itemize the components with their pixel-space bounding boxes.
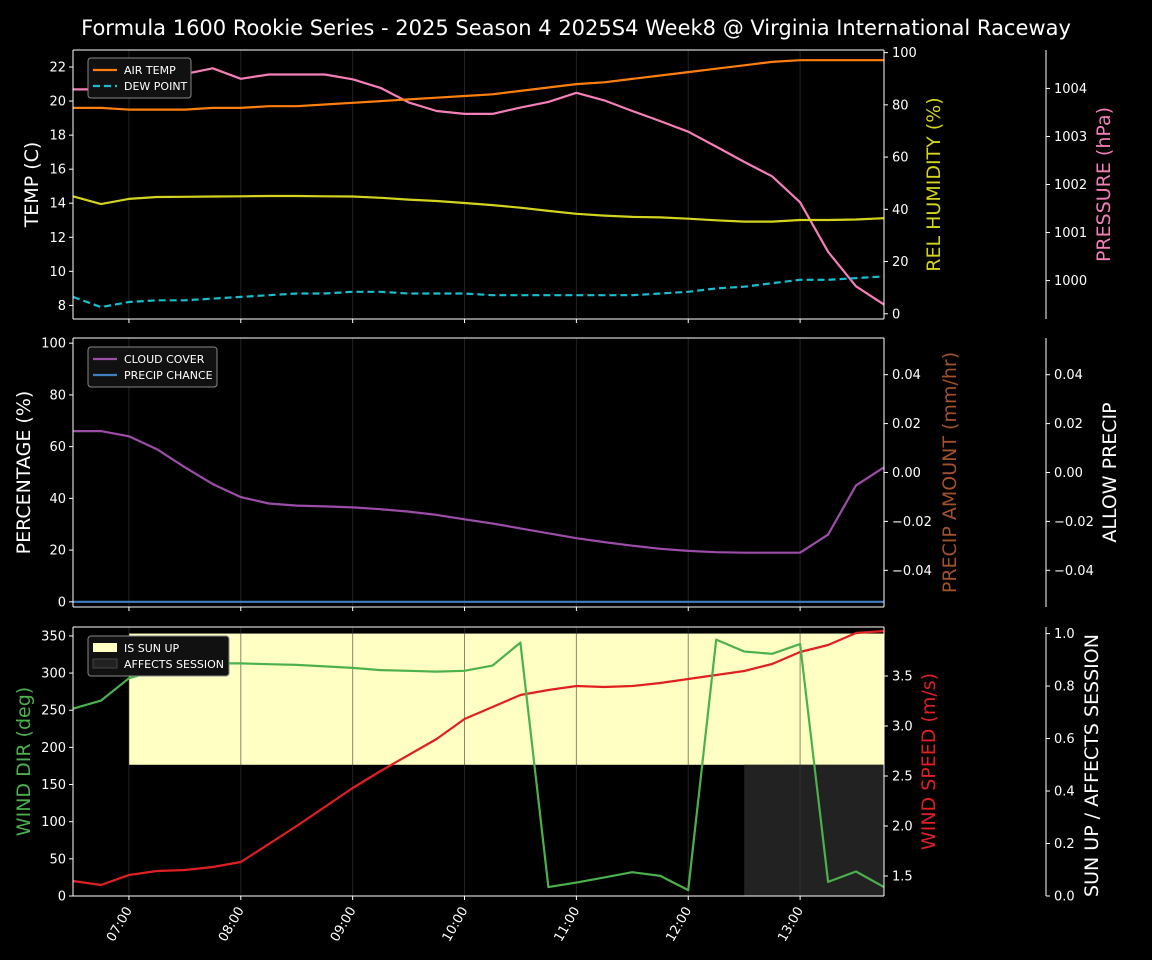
dew-point-line	[72, 275, 885, 309]
sun-axis-tick-label: 0.6	[1054, 732, 1075, 747]
humidity-axis-tick-label: 40	[892, 203, 909, 218]
pressure-axis-tick-label: 1000	[1054, 274, 1087, 289]
cloud-cover-line	[73, 430, 885, 554]
humidity-axis-tick-label: 0	[892, 307, 900, 322]
pressure-axis-label: PRESSURE (hPa)	[1093, 107, 1115, 262]
pressure-axis-tick-label: 1002	[1054, 178, 1087, 193]
y-tick-label: 0	[58, 890, 66, 905]
legend-label: IS SUN UP	[124, 642, 180, 655]
y-tick-label: 80	[49, 388, 66, 403]
y-tick-label: 200	[41, 741, 66, 756]
allow-precip-axis-tick-label: 0.00	[1054, 466, 1083, 481]
y-tick-label: 150	[41, 778, 66, 793]
sun-axis-tick-label: 0.0	[1054, 890, 1075, 905]
humidity-axis-tick-label: 20	[892, 255, 909, 270]
y-tick-label: 250	[41, 704, 66, 719]
precip-axis-tick-label: 0.00	[892, 466, 921, 481]
y-tick-label: 40	[49, 492, 66, 507]
precip-axis-tick-label: −0.02	[892, 515, 932, 530]
precip-amount-axis-label: PRECIP AMOUNT (mm/hr)	[939, 352, 961, 593]
pressure-axis-tick-label: 1001	[1054, 226, 1087, 241]
grid-layer	[128, 50, 801, 896]
legend-swatch	[93, 643, 117, 652]
lines-layer	[72, 59, 885, 892]
axes-layer: 8101214161820220204060801001000100110021…	[13, 46, 1121, 944]
y-tick-label: 50	[49, 852, 66, 867]
sun-axis-tick-label: 0.8	[1054, 680, 1075, 695]
y-tick-label: 100	[41, 337, 66, 352]
wind-speed-axis-label: WIND SPEED (m/s)	[918, 673, 940, 850]
allow-precip-axis-tick-label: −0.02	[1054, 515, 1094, 530]
y-tick-label: 18	[49, 129, 66, 144]
y-tick-label: 20	[49, 95, 66, 110]
legend-box	[87, 57, 192, 99]
pressure-axis-tick-label: 1003	[1054, 130, 1087, 145]
y-tick-label: 22	[49, 61, 66, 76]
humidity-axis-label: REL HUMIDITY (%)	[923, 97, 945, 271]
pressure-line	[73, 67, 885, 306]
allow-precip-axis-label: ALLOW PRECIP	[1099, 402, 1121, 542]
x-tick-label: 07:00	[104, 905, 136, 945]
bands-layer	[128, 633, 884, 896]
sun-axis-tick-label: 0.2	[1054, 837, 1075, 852]
humidity-axis-tick-label: 100	[892, 46, 917, 61]
y-tick-label: 350	[41, 629, 66, 644]
precip-axis-tick-label: 0.04	[892, 368, 921, 383]
air-temp-line	[73, 59, 884, 111]
precip-axis-tick-label: −0.04	[892, 564, 932, 579]
y-tick-label: 20	[49, 544, 66, 559]
wind-speed-axis-tick-label: 2.0	[892, 820, 913, 835]
legend-swatch	[92, 658, 118, 669]
legend-box	[87, 346, 218, 388]
legend-layer: AIR TEMP DEW POINT CLOUD COVER PRECIP CHANC…	[87, 57, 230, 677]
legend-box	[87, 635, 230, 677]
wind-dir-axis-label: WIND DIR (deg)	[13, 687, 35, 836]
humidity-line	[72, 194, 885, 223]
x-tick-label: 12:00	[663, 905, 695, 945]
wind-speed-axis-tick-label: 1.5	[892, 870, 913, 885]
legend-label: PRECIP CHANCE	[124, 369, 213, 382]
legend-label: AFFECTS SESSION	[124, 658, 224, 671]
y-tick-label: 0	[58, 595, 66, 610]
sun-affects-axis-label: SUN UP / AFFECTS SESSION	[1081, 634, 1103, 897]
sun-axis-tick-label: 1.0	[1054, 627, 1075, 642]
temp-axis-label: TEMP (C)	[21, 142, 43, 229]
x-tick-label: 09:00	[328, 905, 360, 945]
y-tick-label: 10	[49, 265, 66, 280]
x-tick-label: 08:00	[216, 905, 248, 945]
humidity-axis-tick-label: 60	[892, 151, 909, 166]
sun-axis-tick-label: 0.4	[1054, 785, 1075, 800]
y-tick-label: 100	[41, 815, 66, 830]
y-tick-label: 8	[58, 299, 66, 314]
allow-precip-axis-tick-label: 0.04	[1054, 368, 1083, 383]
wind-speed-line	[72, 629, 885, 887]
y-tick-label: 300	[41, 667, 66, 682]
y-tick-label: 12	[49, 231, 66, 246]
pressure-axis-tick-label: 1004	[1054, 82, 1087, 97]
y-tick-label: 60	[49, 440, 66, 455]
x-tick-label: 11:00	[552, 905, 584, 945]
precip-axis-tick-label: 0.02	[892, 417, 921, 432]
y-tick-label: 14	[49, 197, 66, 212]
chart-title: Formula 1600 Rookie Series - 2025 Season…	[81, 16, 1071, 40]
percentage-axis-label: PERCENTAGE (%)	[13, 391, 35, 555]
allow-precip-axis-tick-label: −0.04	[1054, 564, 1094, 579]
allow-precip-axis-tick-label: 0.02	[1054, 417, 1083, 432]
humidity-axis-tick-label: 80	[892, 98, 909, 113]
wind-speed-axis-tick-label: 2.5	[892, 770, 913, 785]
y-tick-label: 16	[49, 163, 66, 178]
legend-label: DEW POINT	[124, 80, 188, 93]
wind-speed-axis-tick-label: 3.5	[892, 670, 913, 685]
x-tick-label: 13:00	[775, 905, 807, 945]
wind-speed-axis-tick-label: 3.0	[892, 720, 913, 735]
legend-label: AIR TEMP	[124, 64, 176, 77]
x-tick-label: 10:00	[440, 905, 472, 945]
legend-label: CLOUD COVER	[124, 353, 205, 366]
